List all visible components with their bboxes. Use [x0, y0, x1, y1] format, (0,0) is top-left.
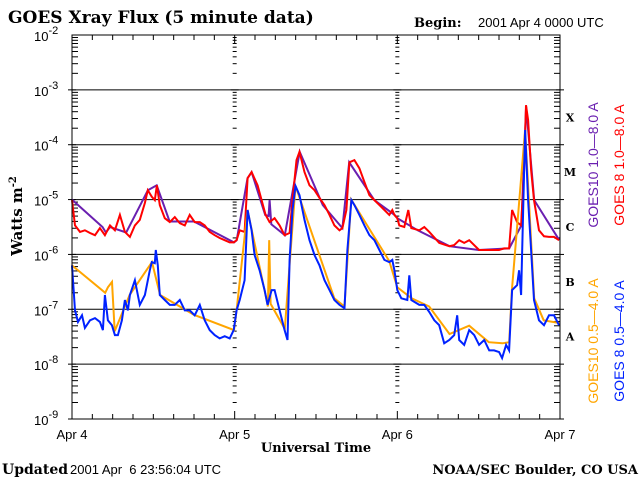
y-tick-base: 10	[34, 194, 48, 209]
y-tick-label: 10-8	[34, 354, 58, 373]
flare-class-M: M	[564, 166, 576, 179]
series-line-1	[71, 105, 560, 251]
y-axis-label-text: Watts m	[8, 187, 26, 257]
y-tick-exponent: -5	[48, 190, 58, 202]
y-tick-label: 10-9	[34, 409, 58, 428]
y-tick-label: 10-2	[34, 25, 58, 44]
y-tick-base: 10	[34, 358, 48, 373]
legend: GOES10 1.0—8.0 A GOES 8 1.0—8.0 A GOES10 0…	[585, 102, 627, 404]
flare-class-X: X	[566, 111, 575, 124]
flare-class-labels: X M C B A	[564, 111, 576, 343]
x-axis-label: Universal Time	[261, 441, 371, 456]
x-tick-label: Apr 5	[219, 427, 250, 442]
axis-ticks	[68, 35, 564, 420]
legend-entry-2: GOES10 0.5—4.0 A	[585, 278, 601, 404]
begin-label: Begin:	[414, 16, 462, 31]
series-line-2	[71, 129, 560, 345]
series-lines	[71, 105, 561, 361]
y-tick-label: 10-5	[34, 190, 58, 209]
y-tick-exponent: -8	[48, 354, 58, 366]
y-tick-base: 10	[34, 303, 48, 318]
y-tick-exponent: -6	[48, 244, 58, 256]
x-tick-label: Apr 4	[56, 427, 87, 442]
y-tick-exponent: -9	[48, 409, 58, 421]
legend-entry-3: GOES 8 0.5—4.0 A	[611, 280, 627, 402]
series-line-3	[71, 129, 560, 361]
y-tick-exponent: -7	[48, 299, 58, 311]
y-tick-label: 10-7	[34, 299, 58, 318]
y-tick-exponent: -4	[48, 135, 58, 147]
updated-label: Updated	[2, 462, 68, 478]
x-tick-label: Apr 7	[544, 427, 575, 442]
credit-text: NOAA/SEC Boulder, CO USA	[432, 463, 639, 478]
plot-frame	[71, 34, 561, 420]
series-line-0	[71, 106, 561, 252]
y-tick-label: 10-3	[34, 80, 58, 99]
chart-title: GOES Xray Flux (5 minute data)	[8, 8, 314, 28]
updated-value: 2001 Apr 6 23:56:04 UTC	[70, 462, 221, 477]
y-tick-label: 10-4	[34, 135, 58, 154]
y-tick-base: 10	[34, 248, 48, 263]
x-tick-labels: Apr 4 Apr 5 Apr 6 Apr 7	[56, 427, 575, 442]
flare-class-A: A	[565, 331, 575, 344]
y-tick-labels: 10-210-310-410-510-610-710-810-9	[34, 25, 58, 428]
begin-value: 2001 Apr 4 0000 UTC	[478, 15, 604, 30]
y-tick-base: 10	[34, 413, 48, 428]
legend-entry-1: GOES 8 1.0—8.0 A	[611, 104, 627, 226]
gridlines	[72, 89, 560, 365]
y-tick-exponent: -2	[48, 25, 58, 37]
y-axis-label-exponent: -2	[8, 176, 19, 187]
y-axis-label: Watts m-2	[8, 176, 26, 257]
y-tick-label: 10-6	[34, 244, 58, 263]
legend-entry-0: GOES10 1.0—8.0 A	[585, 102, 601, 228]
flare-class-B: B	[565, 276, 574, 289]
y-tick-base: 10	[34, 29, 48, 44]
y-tick-base: 10	[34, 139, 48, 154]
x-tick-label: Apr 6	[382, 427, 413, 442]
y-tick-base: 10	[34, 84, 48, 99]
y-tick-exponent: -3	[48, 80, 58, 92]
flare-class-C: C	[566, 221, 575, 234]
